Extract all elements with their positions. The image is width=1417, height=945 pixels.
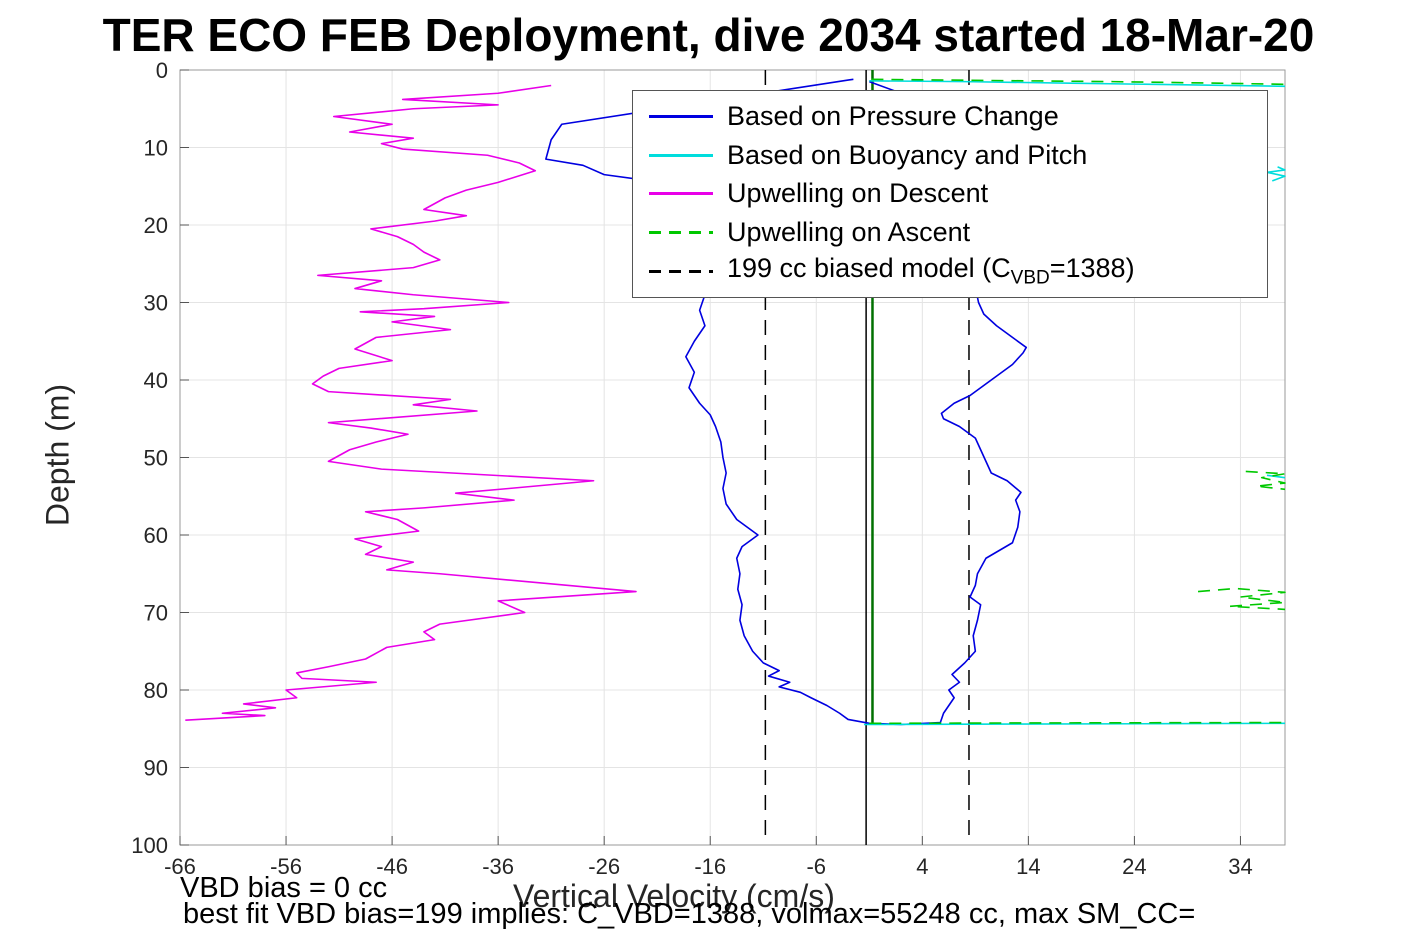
y-tick-label: 30 bbox=[144, 291, 168, 316]
legend-label: Based on Buoyancy and Pitch bbox=[727, 139, 1088, 170]
legend-line-sample bbox=[649, 231, 713, 235]
legend: Based on Pressure Change Based on Buoyanc… bbox=[632, 90, 1268, 298]
x-tick-label: -56 bbox=[270, 854, 302, 879]
x-tick-label: -66 bbox=[164, 854, 196, 879]
x-tick-label: -26 bbox=[588, 854, 620, 879]
legend-entry: Upwelling on Descent bbox=[633, 175, 1267, 213]
upwelling-on-descent-line bbox=[185, 84, 637, 722]
y-tick-label: 60 bbox=[144, 523, 168, 548]
legend-entry: Based on Buoyancy and Pitch bbox=[633, 136, 1267, 174]
legend-entry: Upwelling on Ascent bbox=[633, 214, 1267, 252]
x-tick-label: -46 bbox=[376, 854, 408, 879]
x-axis-label: Vertical Velocity (cm/s) bbox=[513, 878, 835, 914]
x-tick-label: 14 bbox=[1016, 854, 1040, 879]
legend-label: 199 cc biased model (CVBD=1388) bbox=[727, 253, 1135, 289]
x-tick-label: 34 bbox=[1228, 854, 1252, 879]
upwelling-on-ascent-line bbox=[869, 721, 1286, 725]
based-on-buoyancy-and-pitch-line bbox=[1266, 166, 1286, 182]
legend-label: Based on Pressure Change bbox=[727, 100, 1059, 131]
x-tick-label: 24 bbox=[1122, 854, 1146, 879]
x-tick-label: 4 bbox=[916, 854, 928, 879]
y-tick-label: 80 bbox=[144, 678, 168, 703]
plot-title: TER ECO FEB Deployment, dive 2034 starte… bbox=[102, 9, 1315, 61]
y-tick-label: 20 bbox=[144, 213, 168, 238]
based-on-buoyancy-and-pitch-line bbox=[1266, 474, 1286, 479]
legend-line-sample bbox=[649, 192, 713, 196]
based-on-buoyancy-and-pitch-line bbox=[863, 722, 1286, 726]
y-tick-label: 0 bbox=[156, 58, 168, 83]
y-axis-label: Depth (m) bbox=[39, 383, 76, 527]
y-tick-label: 90 bbox=[144, 756, 168, 781]
y-tick-label: 70 bbox=[144, 601, 168, 626]
based-on-buoyancy-and-pitch-line bbox=[869, 80, 1286, 88]
y-tick-label: 10 bbox=[144, 136, 168, 161]
x-tick-label: -16 bbox=[694, 854, 726, 879]
legend-line-sample bbox=[649, 270, 713, 274]
best-fit-annotation: best fit VBD bias=199 implies: C_VBD=138… bbox=[183, 898, 1196, 930]
legend-entry: Based on Pressure Change bbox=[633, 97, 1267, 135]
y-tick-label: 50 bbox=[144, 446, 168, 471]
y-tick-label: 100 bbox=[131, 833, 168, 858]
legend-entry: 199 cc biased model (CVBD=1388) bbox=[633, 253, 1267, 291]
legend-label: Upwelling on Descent bbox=[727, 178, 989, 209]
legend-line-sample bbox=[649, 153, 713, 157]
legend-line-sample bbox=[649, 114, 713, 118]
x-tick-label: -6 bbox=[806, 854, 826, 879]
legend-label: Upwelling on Ascent bbox=[727, 217, 971, 248]
y-tick-label: 40 bbox=[144, 368, 168, 393]
upwelling-on-ascent-line bbox=[1197, 587, 1286, 611]
x-tick-label: -36 bbox=[482, 854, 514, 879]
upwelling-on-ascent-line bbox=[1245, 470, 1286, 491]
vbd-bias-annotation: VBD bias = 0 cc bbox=[180, 872, 388, 904]
upwelling-on-ascent-line bbox=[871, 78, 1286, 86]
